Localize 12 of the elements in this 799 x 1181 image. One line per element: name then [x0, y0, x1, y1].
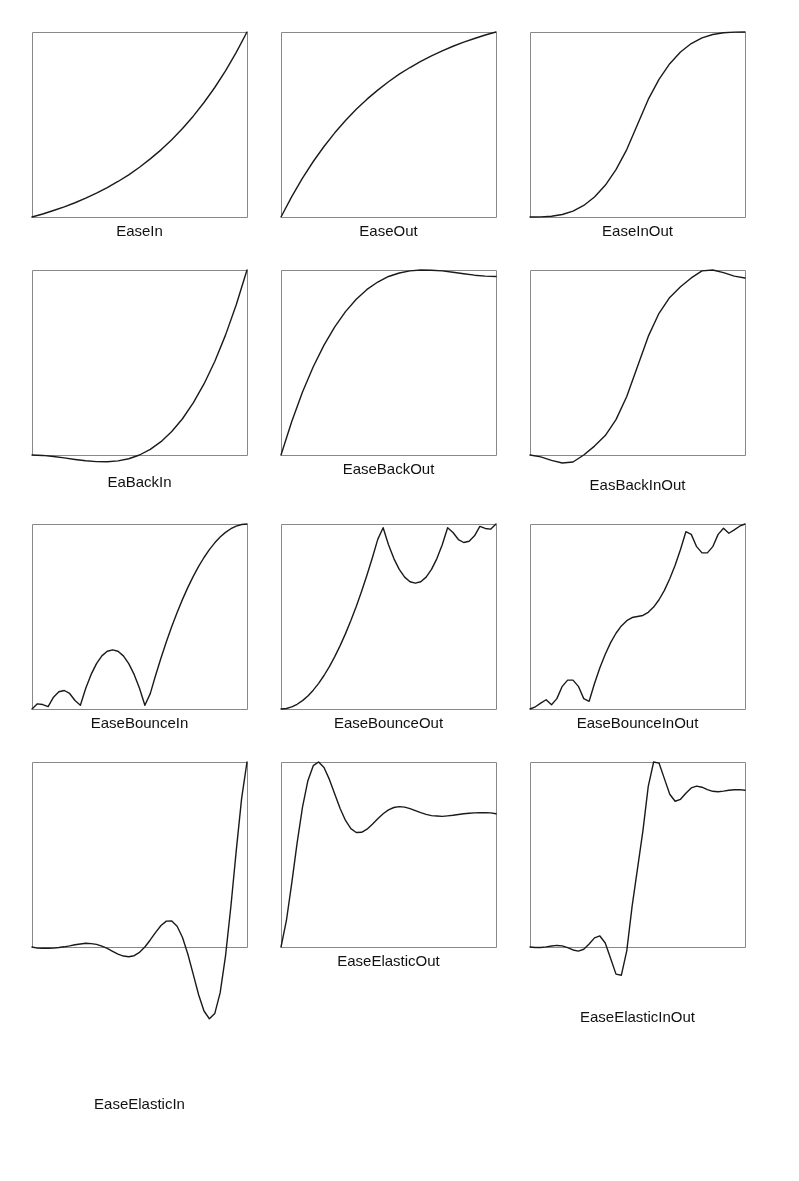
- text: EaseElasticOut: [337, 951, 441, 969]
- text: EaseElasticInOut: [579, 1008, 696, 1026]
- text: EaseBounceOut: [333, 713, 444, 731]
- text: EaseOut: [359, 221, 419, 239]
- text: EaseBounceIn: [90, 713, 189, 731]
- text: EaseBackOut: [342, 459, 436, 477]
- text: EaseInOut: [602, 221, 674, 239]
- text: EaBackIn: [107, 473, 172, 491]
- text: EaseElasticIn: [94, 1095, 185, 1113]
- text: EaseIn: [116, 221, 163, 239]
- text: EasBackInOut: [589, 475, 687, 493]
- text: EaseBounceInOut: [576, 713, 700, 731]
